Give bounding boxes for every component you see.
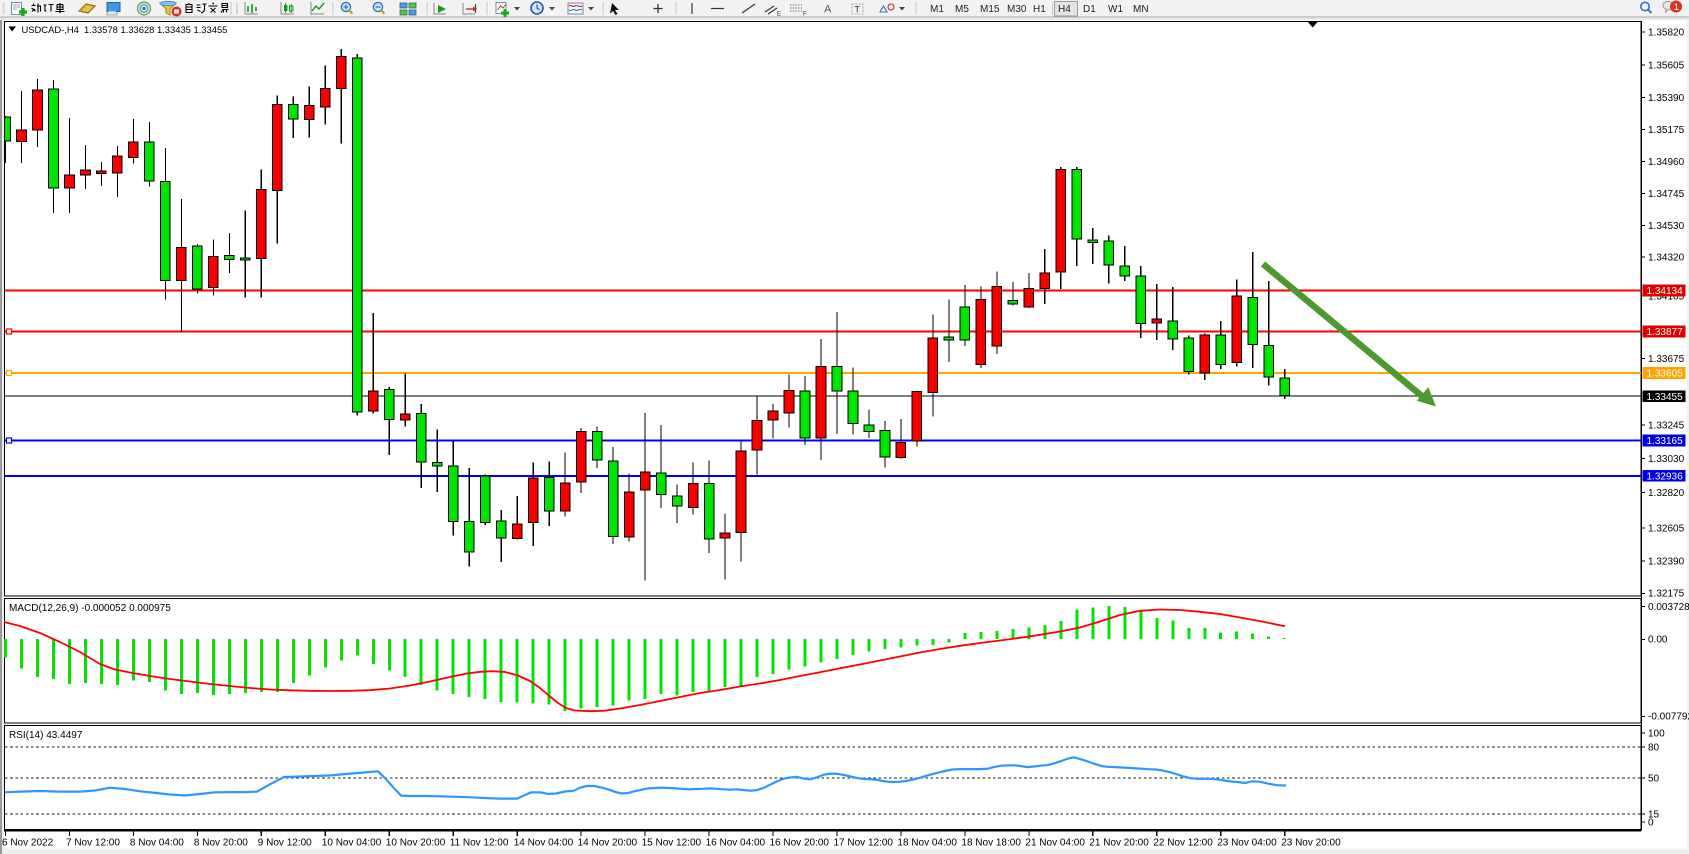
svg-text:M15: M15 [980,4,1000,15]
svg-text:14 Nov 20:00: 14 Nov 20:00 [578,838,638,849]
svg-text:E: E [777,12,781,18]
svg-text:21 Nov 04:00: 21 Nov 04:00 [1025,838,1085,849]
svg-text:A: A [824,4,832,16]
svg-text:1.33165: 1.33165 [1647,436,1684,447]
svg-text:7 Nov 12:00: 7 Nov 12:00 [66,838,120,849]
svg-text:0: 0 [1648,817,1654,828]
svg-text:0.00: 0.00 [1648,635,1668,646]
svg-text:1.34530: 1.34530 [1648,221,1685,232]
svg-text:15 Nov 12:00: 15 Nov 12:00 [642,838,702,849]
svg-text:1.33245: 1.33245 [1648,420,1685,431]
svg-text:1.33605: 1.33605 [1647,369,1684,380]
svg-text:1.35605: 1.35605 [1648,60,1685,71]
svg-text:T: T [855,5,861,15]
svg-text:21 Nov 20:00: 21 Nov 20:00 [1089,838,1149,849]
svg-text:6 Nov 2022: 6 Nov 2022 [2,838,54,849]
svg-text:1.35820: 1.35820 [1648,27,1685,38]
svg-text:1.33877: 1.33877 [1647,327,1684,338]
svg-text:17 Nov 12:00: 17 Nov 12:00 [834,838,894,849]
svg-text:9 Nov 12:00: 9 Nov 12:00 [258,838,312,849]
svg-text:1.32175: 1.32175 [1648,589,1685,600]
svg-text:M1: M1 [930,4,944,15]
svg-text:1.35390: 1.35390 [1648,93,1685,104]
svg-text:1.33030: 1.33030 [1648,454,1685,465]
svg-text:8 Nov 20:00: 8 Nov 20:00 [194,838,248,849]
svg-text:M5: M5 [955,4,969,15]
svg-text:1.33675: 1.33675 [1648,354,1685,365]
svg-text:1.32820: 1.32820 [1648,488,1685,499]
svg-text:1.34134: 1.34134 [1647,286,1684,297]
svg-text:18 Nov 04:00: 18 Nov 04:00 [897,838,957,849]
svg-text:1.35175: 1.35175 [1648,125,1685,136]
svg-text:1.34745: 1.34745 [1648,189,1685,200]
svg-text:0.003728: 0.003728 [1648,602,1689,613]
svg-text:11 Nov 12:00: 11 Nov 12:00 [450,838,509,849]
svg-text:MN: MN [1133,4,1149,15]
svg-text:50: 50 [1648,774,1660,785]
svg-text:15: 15 [1648,809,1660,820]
svg-text:D1: D1 [1083,4,1096,15]
svg-text:H4: H4 [1058,4,1071,15]
svg-text:80: 80 [1648,742,1660,753]
svg-text:22 Nov 12:00: 22 Nov 12:00 [1153,838,1213,849]
svg-text:F: F [803,12,807,18]
svg-text:M30: M30 [1007,4,1027,15]
svg-text:MACD(12,26,9) -0.000052 0.0009: MACD(12,26,9) -0.000052 0.000975 [9,603,171,614]
svg-text:1.33455: 1.33455 [1647,392,1684,403]
svg-text:18 Nov 18:00: 18 Nov 18:00 [961,838,1021,849]
svg-text:1.34105: 1.34105 [1648,291,1685,302]
svg-text:1.32390: 1.32390 [1648,556,1685,567]
svg-text:-0.007792: -0.007792 [1648,712,1689,723]
svg-text:1.34320: 1.34320 [1648,252,1685,263]
svg-text:16 Nov 20:00: 16 Nov 20:00 [770,838,830,849]
svg-text:1: 1 [1674,2,1679,13]
svg-text:10 Nov 04:00: 10 Nov 04:00 [322,838,382,849]
svg-text:1.34960: 1.34960 [1648,157,1685,168]
svg-text:16 Nov 04:00: 16 Nov 04:00 [706,838,766,849]
svg-text:RSI(14) 43.4497: RSI(14) 43.4497 [9,730,83,741]
svg-text:8 Nov 04:00: 8 Nov 04:00 [130,838,184,849]
svg-text:23 Nov 04:00: 23 Nov 04:00 [1217,838,1277,849]
svg-text:1.32605: 1.32605 [1648,523,1685,534]
svg-text:H1: H1 [1033,4,1046,15]
svg-text:23 Nov 20:00: 23 Nov 20:00 [1281,838,1341,849]
svg-text:1.32936: 1.32936 [1647,472,1684,483]
svg-text:10 Nov 20:00: 10 Nov 20:00 [386,838,446,849]
svg-text:USDCAD-,H4 1.33578 1.33628 1.: USDCAD-,H4 1.33578 1.33628 1.33435 1.334… [22,24,228,35]
svg-text:100: 100 [1648,728,1665,739]
svg-text:14 Nov 04:00: 14 Nov 04:00 [514,838,574,849]
svg-text:W1: W1 [1108,4,1123,15]
